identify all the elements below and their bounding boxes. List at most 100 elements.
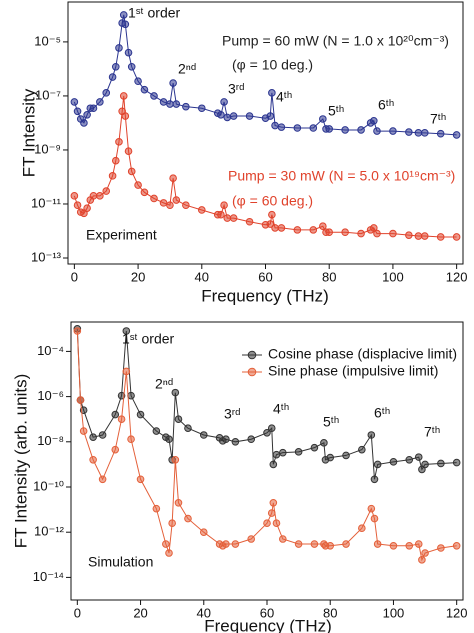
data-point	[83, 111, 91, 119]
data-point	[117, 415, 126, 424]
data-point	[325, 125, 334, 133]
data-point	[152, 504, 161, 513]
data-point	[370, 475, 379, 484]
data-point	[89, 433, 97, 441]
data-point	[389, 542, 398, 550]
data-point	[271, 121, 279, 130]
data-point	[223, 113, 232, 122]
data-point	[127, 435, 135, 444]
data-point	[79, 427, 88, 435]
data-point	[263, 429, 271, 437]
legend-label: Cosine phase (displacive limit)	[268, 346, 457, 362]
data-point	[111, 156, 120, 165]
data-point	[342, 540, 350, 548]
annotation: 3ʳᵈ	[228, 81, 244, 97]
data-point	[159, 98, 168, 106]
data-point	[358, 524, 366, 533]
data-point	[136, 475, 145, 484]
data-point	[231, 438, 240, 446]
data-point	[127, 62, 136, 71]
data-point	[309, 226, 318, 234]
data-point	[111, 410, 120, 419]
data-point	[152, 427, 161, 435]
data-point	[122, 327, 131, 335]
data-point	[418, 556, 426, 564]
annotation: 7ᵗʰ	[424, 424, 440, 440]
y-tick-label: 10⁻⁹	[34, 141, 61, 156]
data-point	[96, 98, 104, 106]
data-point	[171, 455, 180, 464]
data-point	[452, 131, 461, 139]
data-point	[267, 509, 276, 517]
y-tick-label: 10⁻⁵	[34, 33, 61, 48]
annotation: 2ⁿᵈ	[178, 61, 196, 77]
data-point	[420, 129, 429, 137]
data-point	[405, 128, 413, 136]
y-axis-title: FT Intensity	[19, 88, 38, 177]
data-point	[220, 201, 228, 210]
y-tick-label: 10⁻¹²	[34, 524, 65, 539]
x-tick-label: 20	[133, 605, 147, 620]
x-tick-label: 60	[258, 269, 272, 284]
data-point	[452, 542, 461, 550]
data-point	[73, 107, 82, 116]
data-point	[162, 540, 170, 548]
data-point	[136, 410, 145, 419]
data-point	[272, 519, 281, 528]
data-point	[452, 458, 461, 467]
y-tick-label: 10⁻⁶	[37, 388, 64, 403]
annotation: 7ᵗʰ	[430, 111, 446, 127]
y-tick-label: 10⁻¹⁴	[33, 569, 64, 584]
data-point	[342, 451, 350, 460]
data-point	[182, 201, 190, 210]
data-point	[174, 415, 183, 424]
data-point	[115, 44, 123, 52]
data-point	[247, 535, 255, 543]
data-point	[168, 519, 176, 528]
annotation: 5ᵗʰ	[323, 414, 339, 430]
data-point	[96, 192, 104, 200]
data-point	[245, 217, 254, 226]
data-point	[268, 210, 276, 219]
data-point	[229, 214, 238, 222]
data-point	[370, 224, 378, 232]
data-point	[309, 124, 318, 132]
data-point	[414, 232, 423, 240]
data-point	[267, 424, 276, 432]
data-point	[122, 367, 131, 376]
x-tick-label: 20	[131, 269, 145, 284]
data-point	[436, 129, 445, 138]
data-point	[357, 126, 365, 134]
data-point	[293, 124, 302, 132]
data-point	[231, 540, 240, 548]
x-tick-label: 0	[71, 269, 78, 284]
data-point	[80, 119, 88, 127]
data-point	[199, 431, 208, 439]
data-point	[124, 147, 133, 155]
data-point	[367, 431, 376, 439]
data-point	[277, 224, 286, 232]
data-point	[414, 540, 423, 548]
data-point	[150, 92, 158, 100]
data-point	[325, 228, 334, 237]
data-point	[121, 112, 130, 120]
data-point	[389, 458, 398, 466]
data-point	[223, 214, 232, 222]
data-point	[134, 181, 142, 189]
data-point	[247, 435, 255, 444]
data-point	[172, 196, 181, 204]
data-point	[272, 450, 281, 459]
plot-frame	[70, 321, 464, 601]
data-point	[182, 102, 190, 111]
annotation: 6ᵗʰ	[374, 405, 390, 421]
data-point	[294, 540, 303, 548]
x-axis-title: Frequency (THz)	[204, 616, 332, 633]
data-point	[89, 192, 98, 200]
annotation: 1ˢᵗ order	[122, 331, 175, 347]
data-point	[414, 129, 423, 137]
data-point	[367, 504, 376, 513]
data-point	[222, 540, 230, 548]
data-point	[89, 104, 98, 113]
annotation: 6ᵗʰ	[378, 97, 394, 113]
data-point	[370, 117, 378, 125]
